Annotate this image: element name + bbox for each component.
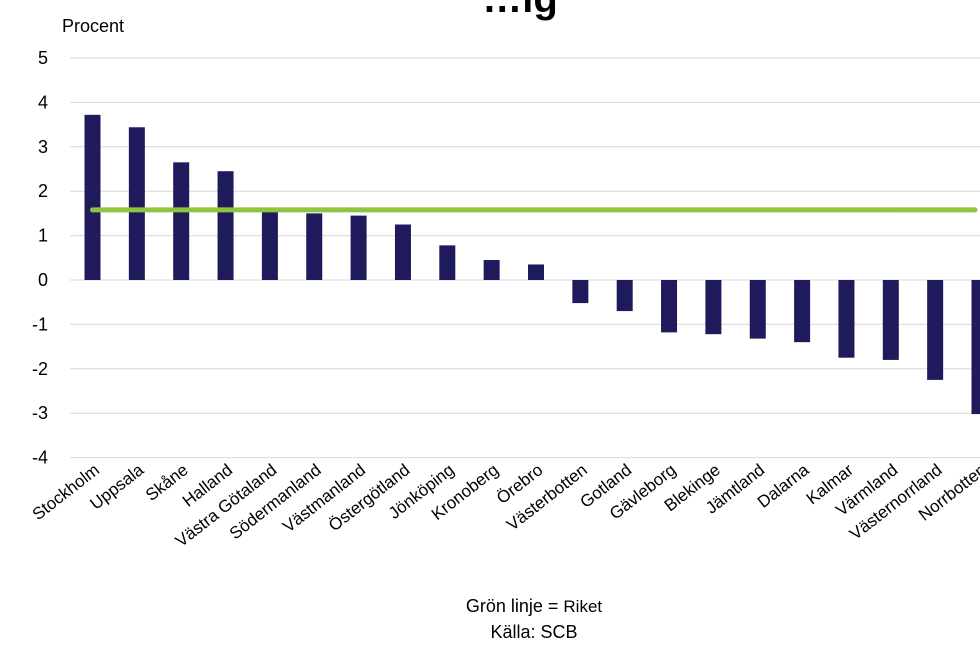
bar [261,211,278,280]
chart-title: …ig [482,0,558,21]
bar [838,280,855,358]
footer-note: Grön linje = Riket [466,596,603,616]
bar [483,260,500,280]
y-tick-label: -4 [32,448,48,468]
y-tick-label: 1 [38,226,48,246]
source-note: Källa: SCB [490,622,577,642]
bar [705,280,722,335]
y-tick-label: -3 [32,403,48,423]
bar [350,215,367,280]
grid-lines [70,57,980,459]
y-tick-label: -1 [32,314,48,334]
y-axis-ticks: 5 4 3 2 1 0 -1 -2 -3 -4 [32,48,48,468]
y-tick-label: 2 [38,181,48,201]
bar [439,245,456,280]
bar [394,224,411,280]
footer-note-prefix: Grön linje = [466,596,564,616]
bar [84,114,101,280]
y-tick-label: 0 [38,270,48,290]
bar [173,162,190,280]
y-tick-label: 4 [38,92,48,112]
bar [882,280,899,360]
bar [616,280,633,312]
x-tick-label: Stockholm [29,460,103,524]
bar [572,280,589,304]
bar [971,280,980,415]
y-tick-label: 3 [38,137,48,157]
bars [84,114,980,415]
bar [528,264,544,280]
y-axis-label: Procent [62,16,124,36]
footer-note-suffix: Riket [563,597,602,616]
y-tick-label: 5 [38,48,48,68]
bar [794,280,811,343]
bar [749,280,766,339]
x-tick-label: Dalarna [754,460,813,512]
bar [661,280,678,333]
bar [306,213,323,280]
bar [927,280,944,380]
bar [128,127,145,280]
y-tick-label: -2 [32,359,48,379]
bar [217,171,234,280]
